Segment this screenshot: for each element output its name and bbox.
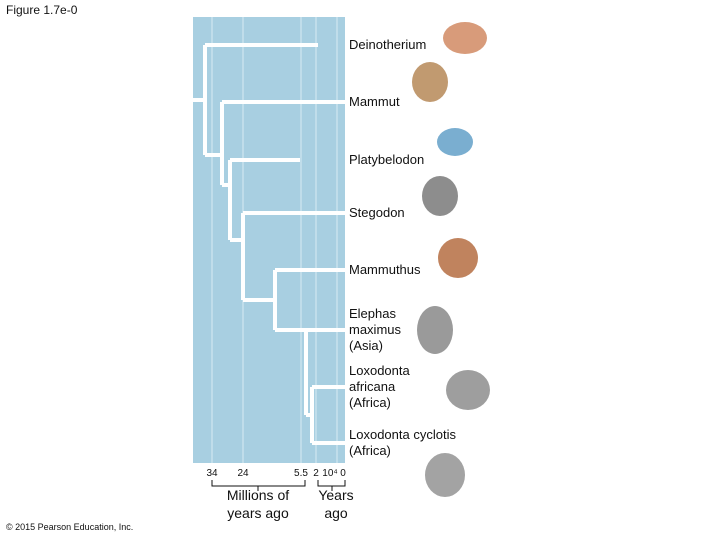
time-panel <box>193 17 345 463</box>
time-tick-label: 2 <box>313 468 319 479</box>
taxon-label: Stegodon <box>349 205 405 220</box>
taxon-label: Deinotherium <box>349 37 426 52</box>
copyright: © 2015 Pearson Education, Inc. <box>6 522 133 532</box>
taxon-label: Loxodonta <box>349 363 410 378</box>
axis-brackets <box>211 480 346 491</box>
taxon-label: Mammuthus <box>349 262 421 277</box>
phylogenetic-tree <box>193 43 345 445</box>
time-tick-label: 34 <box>206 468 218 479</box>
time-axis-title: Millions of <box>227 487 289 503</box>
time-axis-title: years ago <box>227 505 289 521</box>
time-tick-label: 0 <box>340 468 346 479</box>
taxon-label: (Africa) <box>349 443 391 458</box>
taxon-label: Mammut <box>349 94 400 109</box>
taxon-label: (Asia) <box>349 338 383 353</box>
time-tick-label: 10⁴ <box>322 468 337 479</box>
taxon-label: Loxodonta cyclotis <box>349 427 456 442</box>
taxon-label: maximus <box>349 322 402 337</box>
taxon-label: africana <box>349 379 396 394</box>
figure-label: Figure 1.7e-0 <box>6 3 78 17</box>
taxon-label: (Africa) <box>349 395 391 410</box>
time-axis-title: ago <box>324 505 348 521</box>
time-tick-label: 24 <box>237 468 249 479</box>
time-axis-title: Years <box>318 487 353 503</box>
taxon-label: Platybelodon <box>349 152 424 167</box>
head-illustrations <box>412 22 490 497</box>
taxon-label: Elephas <box>349 306 396 321</box>
time-tick-label: 5.5 <box>294 468 308 479</box>
